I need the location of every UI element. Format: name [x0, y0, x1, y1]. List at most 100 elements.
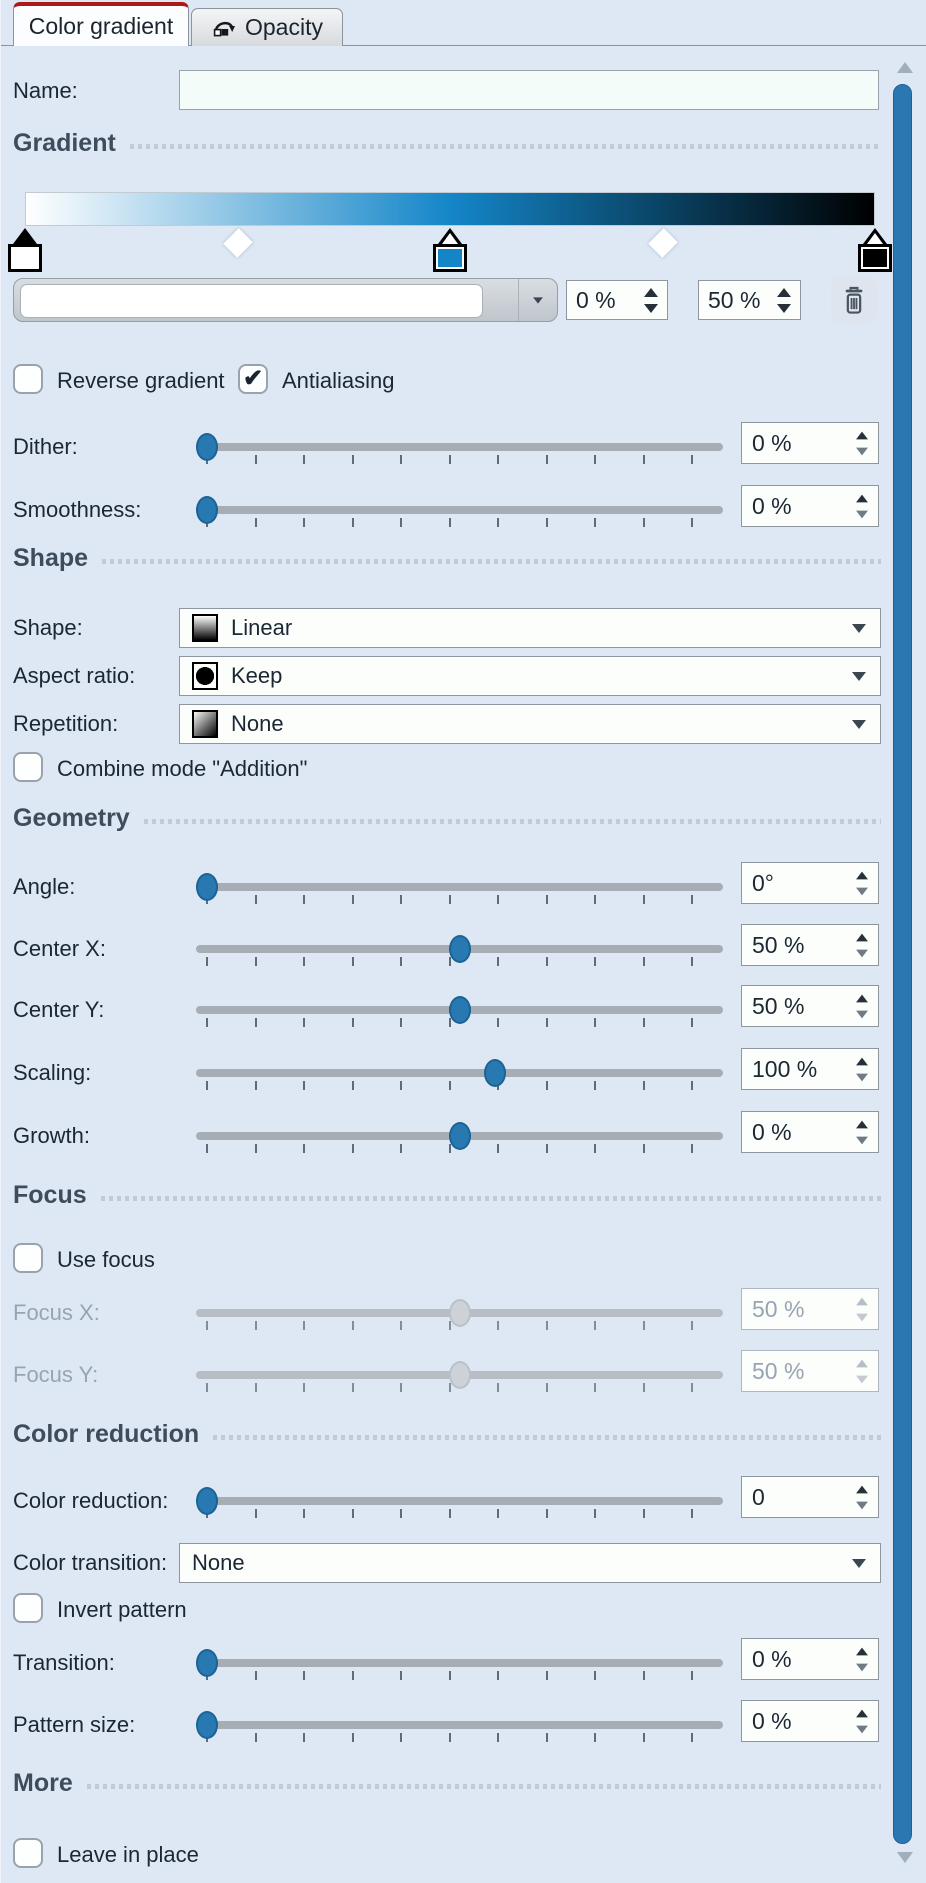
pattern-size-track[interactable] [196, 1721, 723, 1729]
scrollbar-thumb[interactable] [893, 84, 912, 1844]
transition-track[interactable] [196, 1659, 723, 1667]
center-x-slider[interactable] [196, 928, 723, 970]
dither-spin-arrows[interactable] [855, 431, 878, 456]
arrow-up-icon[interactable] [856, 431, 868, 439]
arrow-down-icon[interactable] [856, 1073, 868, 1081]
reverse-gradient-checkbox[interactable] [13, 364, 43, 394]
color-reduction-handle[interactable] [196, 1487, 218, 1515]
color-transition-dropdown[interactable]: None [179, 1543, 881, 1583]
smoothness-slider[interactable] [196, 489, 723, 531]
arrow-up-icon[interactable] [856, 1120, 868, 1128]
arrow-up-icon[interactable] [856, 1709, 868, 1717]
arrow-up-icon[interactable] [856, 1647, 868, 1655]
arrow-down-icon[interactable] [856, 887, 868, 895]
arrow-up-icon[interactable] [644, 287, 658, 297]
arrow-down-icon[interactable] [856, 1725, 868, 1733]
center-x-handle[interactable] [449, 935, 471, 963]
color-reduction-spin-arrows[interactable] [855, 1485, 878, 1510]
growth-spin-arrows[interactable] [855, 1120, 878, 1145]
gradient-preset-combo[interactable] [13, 278, 558, 322]
scrollbar-up-arrow-icon[interactable] [897, 62, 913, 73]
transition-spin-arrows[interactable] [855, 1647, 878, 1672]
arrow-up-icon[interactable] [856, 994, 868, 1002]
dither-handle[interactable] [196, 433, 218, 461]
transition-handle[interactable] [196, 1649, 218, 1677]
center-y-spinbox[interactable]: 50 % [741, 985, 879, 1027]
gradient-stop-0[interactable] [6, 228, 44, 272]
scaling-track[interactable] [196, 1069, 723, 1077]
center-y-handle[interactable] [449, 996, 471, 1024]
shape-dropdown[interactable]: Linear [179, 608, 881, 648]
leave-in-place-checkbox[interactable] [13, 1838, 43, 1868]
arrow-down-icon[interactable] [856, 447, 868, 455]
growth-spinbox[interactable]: 0 % [741, 1111, 879, 1153]
antialiasing-checkbox[interactable]: ✔ [238, 364, 268, 394]
growth-slider[interactable] [196, 1115, 723, 1157]
tab-opacity[interactable]: Opacity [191, 8, 343, 46]
growth-handle[interactable] [449, 1122, 471, 1150]
smoothness-spinbox[interactable]: 0 % [741, 485, 879, 527]
combo-dropdown-button[interactable] [518, 279, 557, 321]
scaling-handle[interactable] [484, 1059, 506, 1087]
scrollbar-down-arrow-icon[interactable] [897, 1852, 913, 1863]
arrow-down-icon[interactable] [856, 1501, 868, 1509]
pattern-size-spin-arrows[interactable] [855, 1709, 878, 1734]
angle-slider[interactable] [196, 866, 723, 908]
pattern-size-spinbox[interactable]: 0 % [741, 1700, 879, 1742]
arrow-up-icon[interactable] [856, 494, 868, 502]
smoothness-handle[interactable] [196, 496, 218, 524]
scaling-spin-arrows[interactable] [855, 1057, 878, 1082]
center-x-spin-arrows[interactable] [855, 933, 878, 958]
angle-handle[interactable] [196, 873, 218, 901]
pattern-size-handle[interactable] [196, 1711, 218, 1739]
transition-spinbox[interactable]: 0 % [741, 1638, 879, 1680]
angle-track[interactable] [196, 883, 723, 891]
stop-midpoint-spinner[interactable]: 50 % [698, 280, 801, 320]
arrow-up-icon[interactable] [856, 1057, 868, 1065]
gradient-midpoint-0[interactable] [222, 228, 253, 258]
gradient-midpoint-1[interactable] [647, 228, 678, 258]
arrow-down-icon[interactable] [644, 303, 658, 313]
delete-stop-button[interactable] [831, 276, 877, 324]
arrow-down-icon[interactable] [856, 1010, 868, 1018]
pattern-size-slider[interactable] [196, 1704, 723, 1746]
repetition-dropdown[interactable]: None [179, 704, 881, 744]
dither-spinbox[interactable]: 0 % [741, 422, 879, 464]
arrow-down-icon[interactable] [856, 1663, 868, 1671]
stop-position-spinner[interactable]: 0 % [566, 280, 668, 320]
color-reduction-spinbox[interactable]: 0 [741, 1476, 879, 1518]
arrow-up-icon[interactable] [856, 871, 868, 879]
spinner-arrows[interactable] [644, 287, 667, 313]
scaling-spinbox[interactable]: 100 % [741, 1048, 879, 1090]
gradient-stop-1[interactable] [431, 228, 469, 272]
center-y-slider[interactable] [196, 989, 723, 1031]
angle-spinbox[interactable]: 0° [741, 862, 879, 904]
gradient-stop-2[interactable] [856, 228, 894, 272]
dither-slider[interactable] [196, 426, 723, 468]
tab-color-gradient[interactable]: Color gradient [13, 2, 189, 46]
name-input[interactable] [179, 70, 879, 110]
center-x-spinbox[interactable]: 50 % [741, 924, 879, 966]
angle-spin-arrows[interactable] [855, 871, 878, 896]
transition-slider[interactable] [196, 1642, 723, 1684]
arrow-down-icon[interactable] [856, 1136, 868, 1144]
color-reduction-track[interactable] [196, 1497, 723, 1505]
invert-pattern-checkbox[interactable] [13, 1593, 43, 1623]
use-focus-checkbox[interactable] [13, 1243, 43, 1273]
arrow-up-icon[interactable] [777, 287, 791, 297]
arrow-down-icon[interactable] [856, 949, 868, 957]
arrow-down-icon[interactable] [856, 510, 868, 518]
arrow-up-icon[interactable] [856, 1485, 868, 1493]
dither-track[interactable] [196, 443, 723, 451]
smoothness-track[interactable] [196, 506, 723, 514]
arrow-up-icon[interactable] [856, 933, 868, 941]
gradient-preview-bar[interactable] [25, 192, 875, 226]
aspect-ratio-dropdown[interactable]: Keep [179, 656, 881, 696]
arrow-down-icon[interactable] [777, 303, 791, 313]
smoothness-spin-arrows[interactable] [855, 494, 878, 519]
spinner-arrows[interactable] [777, 287, 800, 313]
color-reduction-slider[interactable] [196, 1480, 723, 1522]
combine-mode-checkbox[interactable] [13, 752, 43, 782]
scaling-slider[interactable] [196, 1052, 723, 1094]
center-y-spin-arrows[interactable] [855, 994, 878, 1019]
